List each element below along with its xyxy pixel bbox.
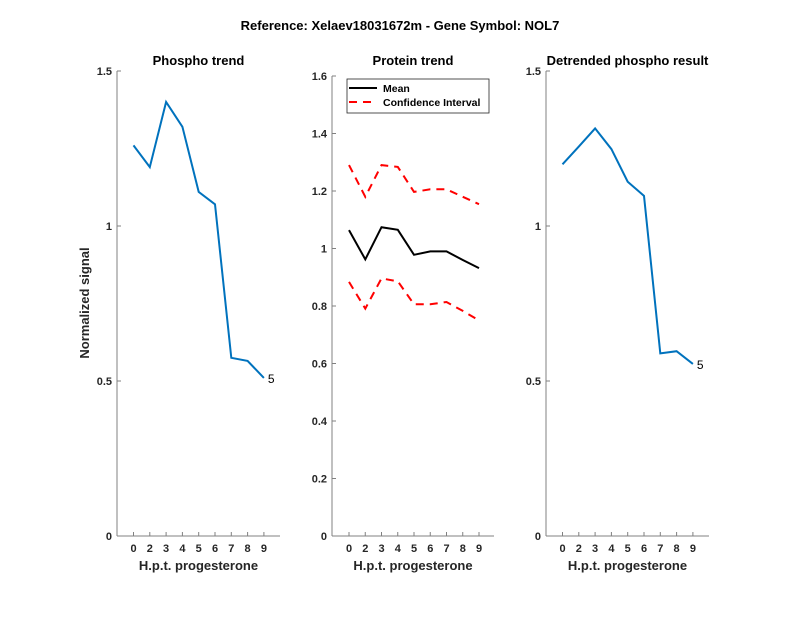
- y-tick-label: 1.4: [312, 129, 328, 141]
- y-tick-label: 1.5: [526, 66, 541, 78]
- x-axis-label: H.p.t. progesterone: [568, 558, 687, 573]
- legend-label-confidence-interval: Confidence Interval: [383, 97, 481, 109]
- y-tick-label: 1.5: [97, 66, 112, 78]
- x-tick-label: 2: [576, 543, 582, 555]
- legend-label-mean: Mean: [383, 83, 410, 95]
- series-line-detrended-phospho: [561, 126, 694, 365]
- figure-suptitle: Reference: Xelaev18031672m - Gene Symbol…: [241, 18, 560, 33]
- y-tick-label: 1: [535, 221, 541, 233]
- y-tick-label: 0: [106, 531, 112, 543]
- x-tick-label: 3: [378, 543, 384, 555]
- x-tick-label: 2: [362, 543, 368, 555]
- y-tick-label: 0.4: [312, 416, 328, 428]
- x-tick-label: 0: [346, 543, 352, 555]
- x-tick-label: 4: [395, 543, 402, 555]
- y-tick-label: 0: [535, 531, 541, 543]
- end-point-label: 5: [268, 372, 275, 386]
- x-tick-label: 5: [411, 543, 417, 555]
- x-tick-label: 9: [476, 543, 482, 555]
- y-axis-label: Normalized signal: [77, 247, 92, 358]
- series-line-confidence-interval-lower: [348, 277, 480, 322]
- x-tick-label: 5: [625, 543, 631, 555]
- y-tick-label: 1.2: [312, 186, 327, 198]
- x-tick-label: 0: [559, 543, 565, 555]
- y-tick-label: 0.5: [97, 376, 112, 388]
- y-tick-label: 0.8: [312, 301, 327, 313]
- legend: Mean Confidence Interval: [346, 78, 490, 114]
- x-tick-label: 6: [427, 543, 433, 555]
- end-point-label: 5: [697, 358, 704, 372]
- panel-title: Protein trend: [373, 53, 454, 68]
- legend-box: [346, 78, 490, 114]
- x-tick-label: 6: [212, 543, 218, 555]
- x-tick-label: 5: [196, 543, 202, 555]
- y-tick-label: 0.5: [526, 376, 541, 388]
- series-line-mean: [348, 226, 480, 269]
- x-tick-label: 2: [147, 543, 153, 555]
- x-tick-label: 7: [657, 543, 663, 555]
- x-tick-label: 3: [592, 543, 598, 555]
- x-tick-label: 0: [130, 543, 136, 555]
- x-tick-label: 7: [443, 543, 449, 555]
- y-tick-label: 0.6: [312, 359, 327, 371]
- x-tick-label: 6: [641, 543, 647, 555]
- series-line-confidence-interval: [348, 164, 480, 206]
- x-tick-label: 8: [674, 543, 680, 555]
- panel-title: Phospho trend: [153, 53, 245, 68]
- y-tick-label: 1.6: [312, 71, 327, 83]
- x-tick-label: 4: [179, 543, 186, 555]
- x-tick-label: 9: [690, 543, 696, 555]
- x-axis-label: H.p.t. progesterone: [353, 558, 472, 573]
- series-line-phospho: [132, 99, 265, 379]
- y-tick-label: 0: [321, 531, 327, 543]
- y-tick-label: 1: [106, 221, 112, 233]
- panel-title: Detrended phospho result: [547, 53, 709, 68]
- x-tick-label: 9: [261, 543, 267, 555]
- y-tick-label: 0.2: [312, 474, 327, 486]
- x-tick-label: 7: [228, 543, 234, 555]
- y-tick-label: 1: [321, 244, 327, 256]
- x-tick-label: 4: [608, 543, 615, 555]
- x-tick-label: 8: [460, 543, 466, 555]
- x-tick-label: 3: [163, 543, 169, 555]
- x-tick-label: 8: [245, 543, 251, 555]
- x-axis-label: H.p.t. progesterone: [139, 558, 258, 573]
